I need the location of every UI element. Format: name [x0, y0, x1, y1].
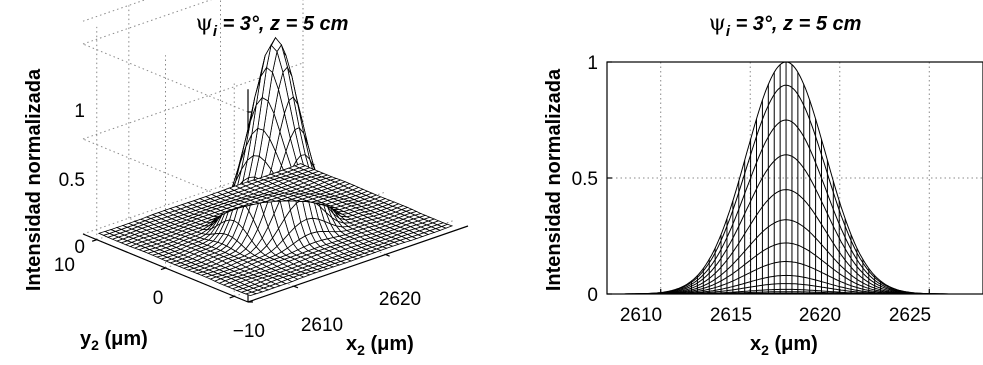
profile-y-tick-0: 0	[587, 285, 598, 306]
surface-y-axis-label: y2 (μm)	[80, 328, 148, 353]
profile-plot: ψi = 3°, z = 5 cm Intensidad normalizada…	[543, 11, 983, 358]
surface-z-tick-1: 1	[74, 101, 85, 122]
profile-x-axis-label: x2 (μm)	[750, 333, 818, 358]
surface-x-axis-label: x2 (μm)	[346, 333, 414, 358]
surface-z-tick-05: 0.5	[59, 170, 85, 191]
profile-title: ψi = 3°, z = 5 cm	[709, 11, 862, 40]
surface-gridline	[82, 43, 249, 113]
surface-x-tick-2610: 2610	[301, 315, 343, 336]
profile-axes-box	[606, 61, 983, 295]
profile-curve	[607, 189, 983, 295]
surface-z-tick-0: 0	[74, 237, 85, 258]
surface-gridline	[82, 138, 249, 208]
profile-curve	[607, 219, 983, 295]
surface-x-axis	[247, 225, 469, 303]
surface-z-axis-label: Intensidad normalizada	[23, 68, 45, 291]
surface-plot: ψi = 3°, z = 5 cm Intensidad normalizada…	[23, 0, 469, 358]
profile-curve	[607, 119, 983, 295]
surface-title: ψi = 3°, z = 5 cm	[196, 11, 349, 40]
surface-y-tick-mark	[229, 295, 235, 299]
profile-x-tick-2610: 2610	[620, 305, 662, 326]
profile-y-tick-1: 1	[587, 53, 598, 74]
profile-curve	[607, 154, 983, 295]
profile-curve	[607, 242, 983, 295]
profile-x-tick-2620: 2620	[799, 305, 841, 326]
surface-mesh	[97, 36, 454, 297]
surface-x-tick-mark	[293, 285, 299, 289]
profile-x-tick-2615: 2615	[710, 305, 752, 326]
surface-y-tick-0: 0	[153, 288, 164, 309]
profile-x-tick-2625: 2625	[889, 305, 931, 326]
profile-y-axis-label: Intensidad normalizada	[543, 68, 565, 291]
surface-mesh-cell	[97, 230, 111, 236]
surface-y-tick-mark	[91, 239, 97, 242]
profile-y-tick-05: 0.5	[572, 169, 598, 190]
surface-x-tick-mark	[385, 253, 390, 257]
profile-grid	[607, 61, 983, 295]
surface-y-tick-10: 10	[54, 255, 75, 276]
surface-x-tick-2620: 2620	[379, 289, 421, 310]
surface-y-tick-mark	[160, 267, 166, 271]
surface-y-tick-neg10: −10	[233, 321, 265, 342]
